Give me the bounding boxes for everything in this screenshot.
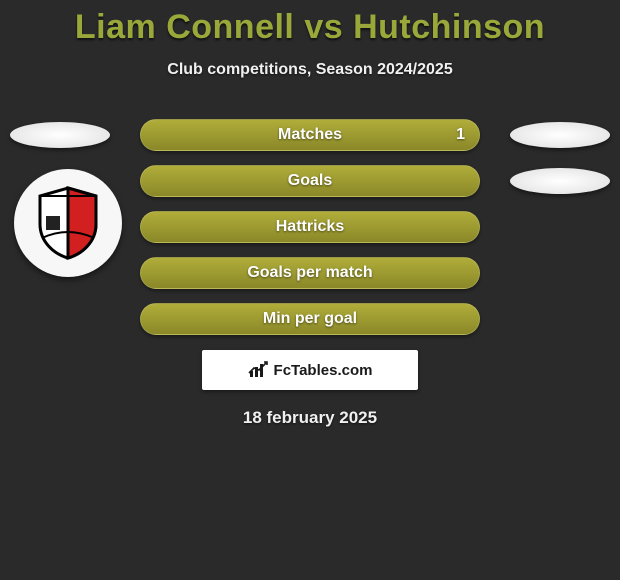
right-placeholder-ellipse bbox=[510, 122, 610, 148]
stat-row-mpg: Min per goal bbox=[0, 303, 620, 335]
branding-box[interactable]: FcTables.com bbox=[202, 350, 418, 390]
stat-row-goals: Goals bbox=[0, 165, 620, 197]
stats-area: Matches 1 Goals Hattricks Goals per matc… bbox=[0, 119, 620, 335]
right-placeholder-ellipse bbox=[510, 168, 610, 194]
subtitle: Club competitions, Season 2024/2025 bbox=[0, 61, 620, 79]
stat-label: Goals bbox=[140, 165, 480, 197]
stat-label: Min per goal bbox=[140, 303, 480, 335]
branding-text: FcTables.com bbox=[274, 362, 373, 379]
page-title: Liam Connell vs Hutchinson bbox=[0, 0, 620, 47]
left-placeholder-ellipse bbox=[10, 122, 110, 148]
stat-row-hattricks: Hattricks bbox=[0, 211, 620, 243]
stat-label: Goals per match bbox=[140, 257, 480, 289]
stat-value: 1 bbox=[456, 119, 465, 151]
stat-row-gpm: Goals per match bbox=[0, 257, 620, 289]
date-text: 18 february 2025 bbox=[0, 408, 620, 428]
chart-icon bbox=[248, 361, 270, 379]
stat-label: Matches bbox=[140, 119, 480, 151]
stat-row-matches: Matches 1 bbox=[0, 119, 620, 151]
stat-label: Hattricks bbox=[140, 211, 480, 243]
